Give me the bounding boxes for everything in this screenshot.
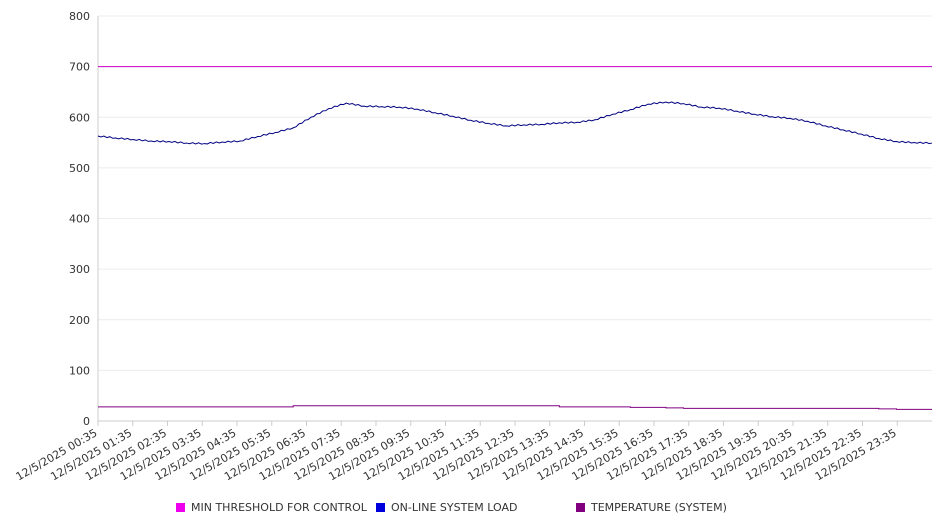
legend-label-temperature: TEMPERATURE (SYSTEM) xyxy=(591,500,727,514)
legend-item-system-load[interactable]: ON-LINE SYSTEM LOAD xyxy=(376,498,517,516)
y-tick-label: 700 xyxy=(69,61,90,74)
legend-item-min-threshold[interactable]: MIN THRESHOLD FOR CONTROL xyxy=(176,498,367,516)
y-tick-label: 100 xyxy=(69,364,90,377)
y-tick-label: 500 xyxy=(69,162,90,175)
y-tick-label: 800 xyxy=(69,10,90,23)
series-lines xyxy=(97,66,933,410)
y-tick-label: 300 xyxy=(69,263,90,276)
y-tick-label: 0 xyxy=(83,415,90,428)
legend-swatch-min-threshold xyxy=(176,502,185,512)
grid xyxy=(98,15,932,371)
legend-label-system-load: ON-LINE SYSTEM LOAD xyxy=(391,500,518,514)
y-tick-label: 400 xyxy=(69,213,90,226)
legend-label-min-threshold: MIN THRESHOLD FOR CONTROL xyxy=(191,500,367,514)
y-tick-label: 200 xyxy=(69,314,90,327)
y-tick-label: 600 xyxy=(69,111,90,124)
series-line-on-line-system-load xyxy=(97,101,933,145)
series-line-temperature-system xyxy=(98,405,932,410)
legend: MIN THRESHOLD FOR CONTROL ON-LINE SYSTEM… xyxy=(0,498,946,516)
y-tick-labels: 0 100 200 300 400 500 600 700 800 xyxy=(69,10,90,428)
axes xyxy=(97,16,932,426)
legend-swatch-temperature xyxy=(576,502,585,512)
legend-item-temperature[interactable]: TEMPERATURE (SYSTEM) xyxy=(576,498,727,516)
legend-swatch-system-load xyxy=(376,502,385,512)
